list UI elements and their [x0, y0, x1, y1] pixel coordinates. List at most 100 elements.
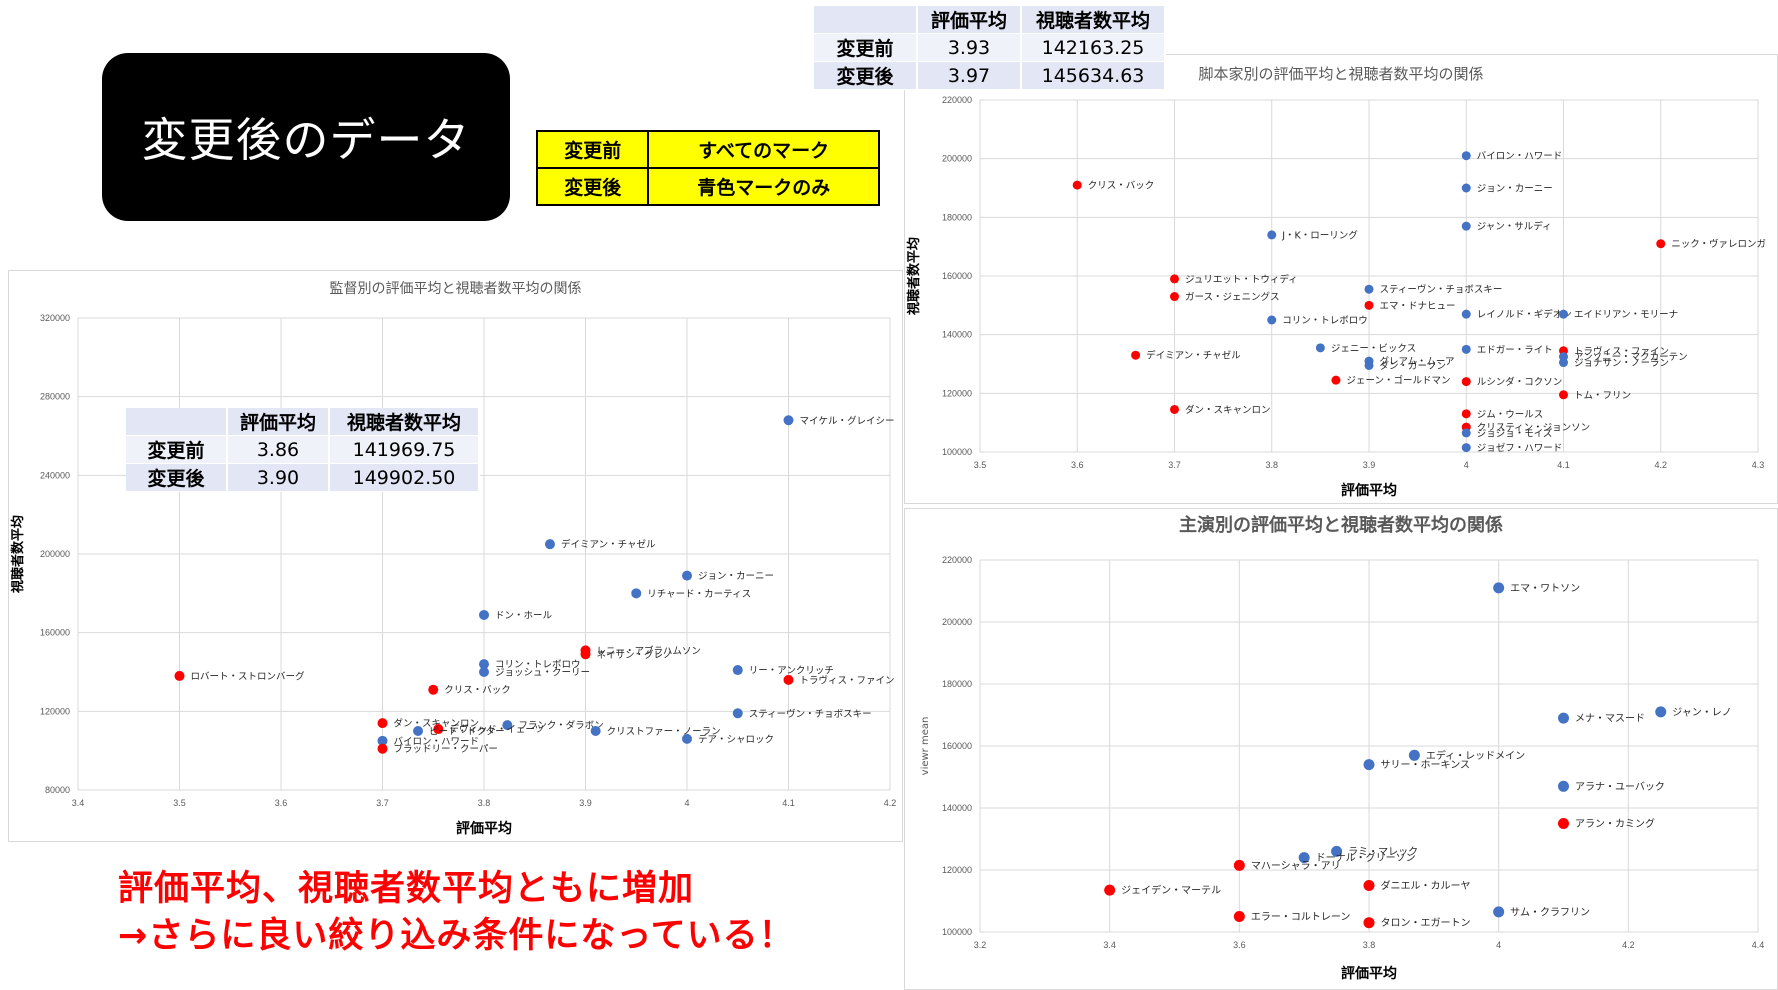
data-label: ドーナル・グリーソン — [1316, 851, 1416, 864]
data-label: エラー・コルトレーン — [1251, 911, 1351, 923]
data-label: クリス・バック — [1088, 181, 1155, 192]
data-label: ドン・ホール — [495, 610, 553, 621]
data-point — [1461, 443, 1471, 453]
actor-chart-panel: 3.2 3.4 3.6 3.8 4 4.2 4.4 100000 120000 140000 160… — [904, 508, 1778, 990]
y-tick-label: 200000 — [40, 549, 70, 559]
director-chart-panel: 3.4 3.5 3.6 3.7 3.8 3.9 4 4.1 4.2 80000 120000 1600… — [8, 270, 903, 842]
data-point — [1461, 377, 1471, 387]
stats-rating-value: 3.90 — [227, 463, 330, 492]
x-tick-label: 3.7 — [1168, 460, 1181, 470]
stats-header-blank — [126, 408, 228, 436]
stats-header-blank — [814, 6, 918, 34]
x-tick-label: 4.2 — [884, 798, 897, 808]
data-label: トム・フリン — [1574, 390, 1631, 401]
data-label: ジャン・レノ — [1672, 707, 1732, 718]
data-point — [413, 726, 424, 736]
x-tick-label: 4.3 — [1752, 460, 1765, 470]
y-axis-label: 視聴者数平均 — [906, 237, 922, 316]
slide-title: 変更後のデータ — [102, 53, 510, 221]
x-tick-label: 4.1 — [1557, 460, 1570, 470]
data-label: ジャン・サルディ — [1477, 221, 1552, 233]
x-tick-label: 4 — [1464, 460, 1469, 470]
director-chart-svg: 3.4 3.5 3.6 3.7 3.8 3.9 4 4.1 4.2 80000 120000 1600… — [8, 270, 903, 842]
y-tick-label: 180000 — [942, 679, 972, 689]
stats-rating-value: 3.97 — [917, 61, 1022, 90]
data-point — [1461, 151, 1471, 161]
data-point — [631, 588, 642, 599]
data-point — [1364, 360, 1374, 370]
x-tick-label: 4 — [1496, 940, 1501, 950]
data-point — [544, 539, 555, 550]
data-point — [1461, 409, 1471, 419]
data-point — [1656, 239, 1666, 249]
data-point — [1408, 749, 1420, 761]
x-tick-label: 3.6 — [1233, 940, 1246, 950]
conclusion-text: 評価平均、視聴者数平均ともに増加 →さらに良い絞り込み条件になっている！ — [118, 866, 795, 960]
data-label: ダニエル・カルーヤ — [1381, 879, 1471, 892]
data-point — [1364, 300, 1374, 310]
data-point — [1363, 917, 1375, 929]
data-label: ジェーン・ゴールドマン — [1346, 375, 1450, 387]
y-tick-label: 100000 — [942, 447, 972, 457]
data-label: エイドリアン・モリーナ — [1574, 310, 1678, 321]
stats-header-rating: 評価平均 — [917, 6, 1022, 34]
data-label: レイノルド・ギデオン — [1477, 309, 1572, 321]
data-label: クリストファー・ノーラン — [607, 727, 721, 738]
data-label: トラヴィス・ファイン — [800, 674, 895, 686]
y-tick-label: 160000 — [40, 628, 70, 638]
conclusion-line-1: 評価平均、視聴者数平均ともに増加 — [118, 869, 695, 909]
data-point — [783, 415, 794, 426]
data-point — [580, 649, 591, 660]
data-point — [1298, 852, 1310, 864]
data-point — [1315, 343, 1325, 353]
stats-rating-value: 3.86 — [227, 435, 330, 464]
x-axis-label: 評価平均 — [456, 820, 512, 837]
data-label: アラン・カミング — [1575, 817, 1655, 830]
data-label: ジェイデン・マーテル — [1121, 884, 1221, 897]
stats-viewers-value: 142163.25 — [1021, 33, 1166, 62]
data-label: J・K・ローリング — [1281, 229, 1358, 241]
data-label: ジョン・カーニー — [1477, 184, 1553, 195]
y-axis-label: 視聴者数平均 — [10, 515, 26, 594]
data-label: ジョナサン・ノーラン — [1574, 358, 1669, 369]
x-tick-label: 3.8 — [1265, 460, 1278, 470]
x-tick-label: 4.1 — [782, 798, 795, 808]
data-label: グレアム・ムーア — [1380, 356, 1455, 368]
data-label: リチャード・カーティス — [647, 589, 751, 600]
data-label: マイケル・グレイシー — [800, 415, 895, 427]
data-label: ラミ・マレック — [1348, 846, 1418, 858]
director-stats-table: 評価平均 視聴者数平均 変更前 3.86 141969.75 変更後 3.90 … — [126, 408, 480, 492]
data-point — [1233, 911, 1245, 922]
x-tick-label: 3.5 — [974, 460, 987, 470]
data-point — [1363, 759, 1375, 771]
data-label: ニック・ヴァレロンガ — [1671, 238, 1766, 250]
data-point — [1558, 712, 1569, 724]
stats-header-row: 評価平均 視聴者数平均 — [126, 408, 480, 436]
data-label: アンソニー・マクカーテン — [1574, 352, 1688, 363]
data-point — [377, 743, 388, 754]
y-tick-label: 220000 — [942, 95, 972, 105]
x-tick-label: 3.9 — [579, 798, 592, 808]
data-label: ジョジョ・モイズ — [1477, 427, 1553, 439]
conclusion-line-2: →さらに良い絞り込み条件になっている！ — [118, 916, 795, 956]
data-point — [1559, 309, 1568, 319]
x-tick-label: 4 — [684, 798, 689, 808]
data-label: トラヴィス・ファイン — [1574, 345, 1669, 357]
data-point — [377, 735, 388, 746]
data-label: エドガー・ライト — [1477, 345, 1553, 356]
data-label: マハーシャラ・アリ — [1251, 860, 1341, 872]
stats-header-viewers: 視聴者数平均 — [1021, 6, 1166, 34]
data-label: デイミアン・チャゼル — [1146, 350, 1241, 362]
y-tick-label: 140000 — [942, 803, 972, 813]
y-tick-label: 120000 — [942, 865, 972, 875]
stats-header-row: 評価平均 視聴者数平均 — [814, 6, 1166, 34]
data-point — [1363, 880, 1375, 891]
data-point — [1559, 390, 1568, 400]
data-point — [732, 708, 743, 719]
stats-label: 変更後 — [814, 61, 918, 90]
data-label: コリン・トレボロウ — [495, 660, 581, 671]
stats-rating-value: 3.93 — [917, 33, 1022, 62]
x-tick-label: 3.7 — [376, 798, 389, 808]
stats-viewers-value: 141969.75 — [329, 435, 480, 464]
stats-viewers-value: 149902.50 — [329, 463, 480, 492]
